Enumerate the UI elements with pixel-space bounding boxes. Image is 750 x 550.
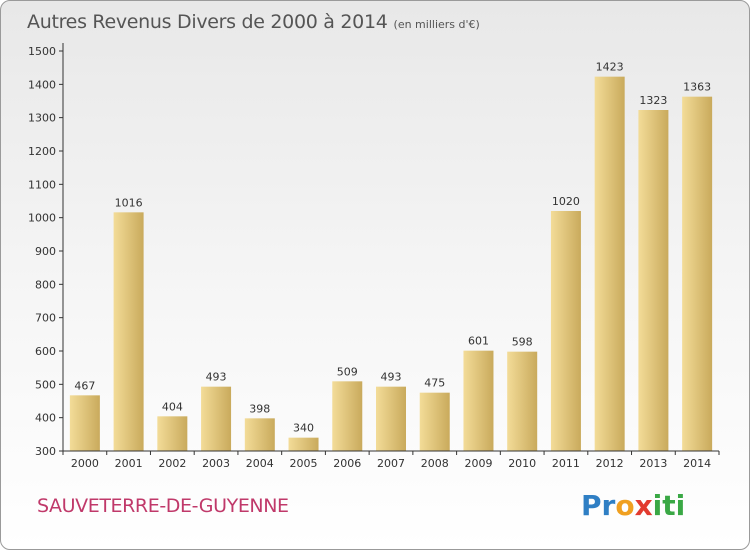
x-tick-label-2000: 2000 xyxy=(71,457,99,470)
x-tick-label-2001: 2001 xyxy=(115,457,143,470)
proxiti-logo: Proxiti xyxy=(581,489,685,522)
data-label-2008: 475 xyxy=(424,377,445,390)
logo-letter: o xyxy=(615,489,635,522)
bar-2002 xyxy=(157,416,188,451)
data-label-2011: 1020 xyxy=(552,195,580,208)
chart-title-main: Autres Revenus Divers de 2000 à 2014 xyxy=(27,11,388,33)
bar-2014 xyxy=(682,96,713,452)
data-label-2009: 601 xyxy=(468,335,489,348)
x-axis: 2000 2001 2002 2003 2004 2005 2006 2007 2008 2009… xyxy=(62,450,720,470)
bar-2013 xyxy=(638,110,669,451)
logo-letter: r xyxy=(601,489,616,522)
data-label-2003: 493 xyxy=(206,371,227,384)
x-tick-label-2013: 2013 xyxy=(639,457,667,470)
logo-letter: x xyxy=(634,489,653,522)
bar-2003 xyxy=(201,386,232,451)
data-label-2004: 398 xyxy=(249,402,270,415)
logo-letter: P xyxy=(581,489,602,522)
x-tick-label-2007: 2007 xyxy=(377,457,405,470)
x-tick-label-2002: 2002 xyxy=(158,457,186,470)
data-labels-group: 467 1016 404 493 398 340 509 493 475 601 598 1020 14… xyxy=(74,61,711,435)
x-tick-label-2012: 2012 xyxy=(596,457,624,470)
bar-2005 xyxy=(288,437,319,451)
chart-title: Autres Revenus Divers de 2000 à 2014 (en … xyxy=(27,11,480,33)
y-tick-label-1300: 1300 xyxy=(28,112,56,125)
chart-title-unit: (en milliers d'€) xyxy=(393,18,480,31)
y-tick-label-700: 700 xyxy=(35,312,56,325)
data-label-2014: 1363 xyxy=(683,81,711,94)
bars-group xyxy=(69,76,713,452)
bar-2012 xyxy=(594,76,625,452)
x-tick-label-2010: 2010 xyxy=(508,457,536,470)
bar-2001 xyxy=(113,212,144,451)
x-tick-label-2004: 2004 xyxy=(246,457,274,470)
data-label-2000: 467 xyxy=(74,379,95,392)
logo-letter: i xyxy=(652,489,663,522)
data-label-2007: 493 xyxy=(381,371,402,384)
data-label-2002: 404 xyxy=(162,400,183,413)
x-tick-label-2008: 2008 xyxy=(421,457,449,470)
x-tick-label-2009: 2009 xyxy=(464,457,492,470)
x-tick-label-2006: 2006 xyxy=(333,457,361,470)
x-tick-label-2011: 2011 xyxy=(552,457,580,470)
y-tick-label-1200: 1200 xyxy=(28,145,56,158)
bar-2000 xyxy=(69,395,100,451)
data-label-2001: 1016 xyxy=(115,196,143,209)
data-label-2006: 509 xyxy=(337,365,358,378)
bar-2008 xyxy=(419,392,450,451)
x-tick-label-2014: 2014 xyxy=(683,457,711,470)
y-tick-label-1000: 1000 xyxy=(28,212,56,225)
bar-2010 xyxy=(507,351,538,451)
y-tick-label-1100: 1100 xyxy=(28,178,56,191)
y-tick-label-300: 300 xyxy=(35,445,56,458)
bar-2011 xyxy=(550,211,581,451)
data-label-2010: 598 xyxy=(512,336,533,349)
y-tick-label-600: 600 xyxy=(35,345,56,358)
bar-2007 xyxy=(376,386,406,451)
data-label-2013: 1323 xyxy=(639,94,667,107)
logo-letter: t xyxy=(662,489,676,522)
y-tick-label-800: 800 xyxy=(35,278,56,291)
bar-2004 xyxy=(244,418,275,451)
y-axis: 300 400 500 600 700 800 900 1000 1100 1200 1300 140… xyxy=(28,43,64,458)
data-label-2012: 1423 xyxy=(596,61,624,74)
y-tick-label-900: 900 xyxy=(35,245,56,258)
y-tick-label-1500: 1500 xyxy=(28,45,56,58)
y-tick-label-400: 400 xyxy=(35,412,56,425)
x-tick-label-2005: 2005 xyxy=(290,457,318,470)
data-label-2005: 340 xyxy=(293,422,314,435)
y-tick-label-500: 500 xyxy=(35,378,56,391)
x-tick-label-2003: 2003 xyxy=(202,457,230,470)
bar-2006 xyxy=(332,381,363,451)
logo-letter: i xyxy=(675,489,686,522)
y-tick-label-1400: 1400 xyxy=(28,78,56,91)
bar-2009 xyxy=(463,350,494,451)
commune-name: SAUVETERRE-DE-GUYENNE xyxy=(37,495,289,517)
